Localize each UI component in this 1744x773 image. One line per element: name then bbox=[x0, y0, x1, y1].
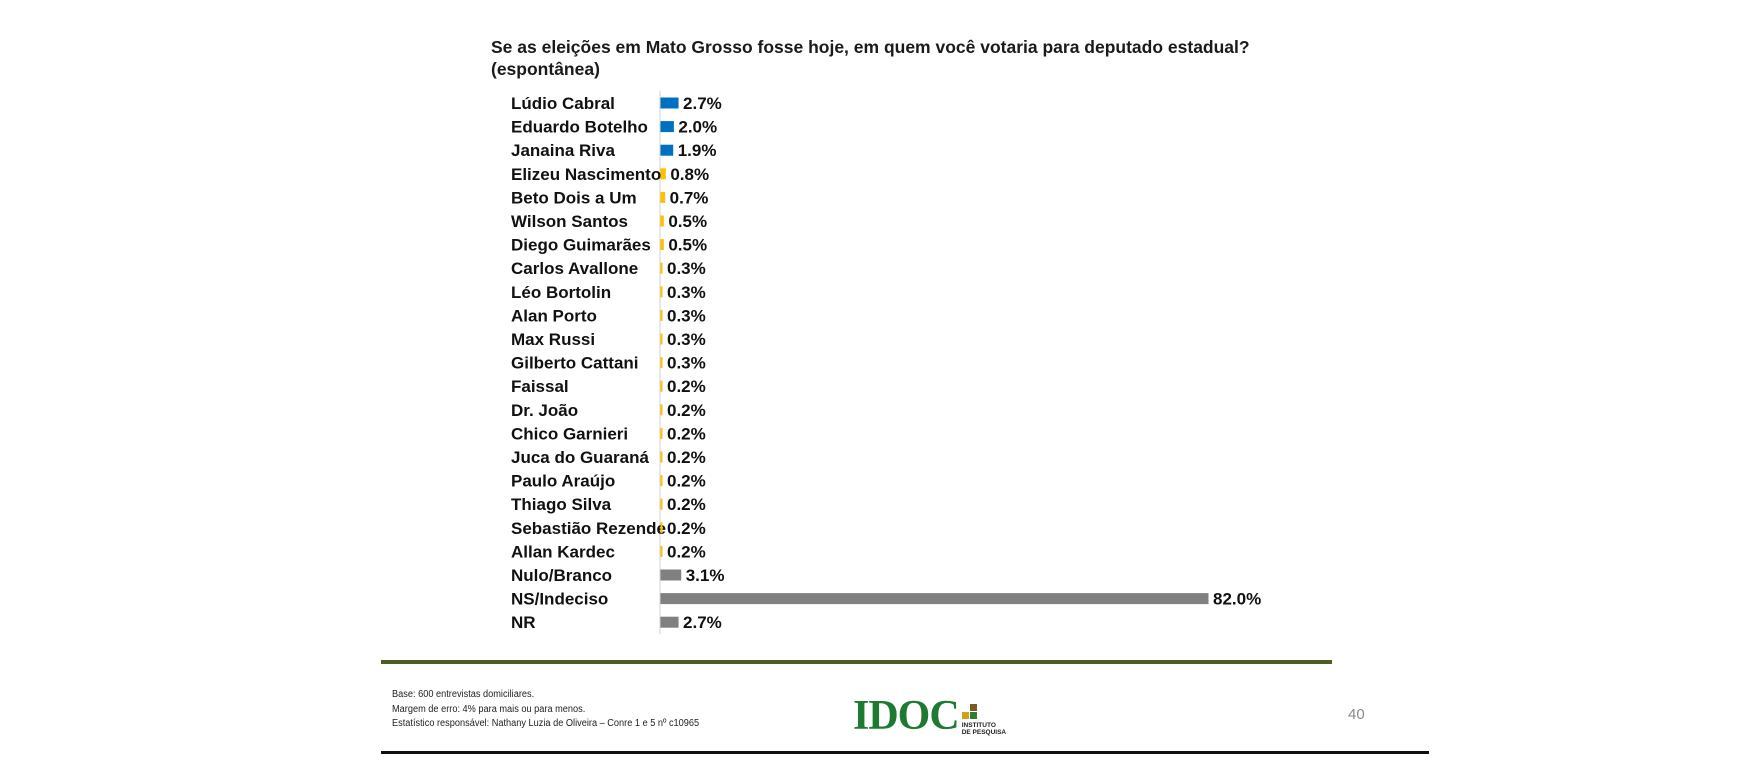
data-label: 0.2% bbox=[667, 401, 706, 420]
data-label: 0.3% bbox=[667, 283, 706, 302]
bar bbox=[660, 498, 663, 510]
category-label: Léo Bortolin bbox=[511, 283, 611, 302]
bar-chart: Lúdio Cabral 2.7% Eduardo Botelho 2.0% Janai… bbox=[511, 91, 1261, 635]
bar bbox=[660, 404, 663, 416]
data-label: 2.7% bbox=[683, 94, 722, 113]
bar bbox=[660, 286, 663, 298]
category-label: Eduardo Botelho bbox=[511, 118, 648, 137]
bar bbox=[660, 97, 679, 109]
data-label: 3.1% bbox=[686, 566, 725, 585]
category-label: Janaina Riva bbox=[511, 141, 615, 160]
page-number: 40 bbox=[1348, 706, 1365, 723]
bar bbox=[660, 380, 663, 392]
bar bbox=[660, 569, 682, 581]
category-label: Nulo/Branco bbox=[511, 566, 612, 585]
data-label: 0.2% bbox=[667, 495, 706, 514]
bar bbox=[660, 121, 674, 133]
data-label: 0.8% bbox=[670, 165, 709, 184]
logo-subtitle-2: DE PESQUISA bbox=[961, 729, 1007, 736]
category-label: Allan Kardec bbox=[511, 542, 615, 561]
data-label: 0.3% bbox=[667, 354, 706, 373]
footer-note-base: Base: 600 entrevistas domiciliares. bbox=[392, 689, 535, 700]
data-label: 0.2% bbox=[667, 472, 706, 491]
bar bbox=[660, 357, 663, 369]
data-label: 1.9% bbox=[678, 141, 717, 160]
category-label: Dr. João bbox=[511, 401, 578, 420]
category-label: Juca do Guaraná bbox=[511, 448, 649, 467]
category-label: Carlos Avallone bbox=[511, 259, 638, 278]
bar bbox=[660, 545, 663, 557]
bar bbox=[660, 333, 663, 345]
logo-square-gold bbox=[961, 712, 969, 719]
bar bbox=[660, 522, 663, 534]
bar bbox=[660, 427, 663, 439]
category-label: Chico Garnieri bbox=[511, 424, 628, 443]
bar bbox=[660, 593, 1209, 605]
data-label: 0.5% bbox=[668, 236, 707, 255]
logo-squares-icon bbox=[961, 704, 982, 720]
data-label: 82.0% bbox=[1213, 590, 1261, 609]
data-label: 0.5% bbox=[668, 212, 707, 231]
logo-square-brown bbox=[969, 704, 977, 711]
category-label: Gilberto Cattani bbox=[511, 354, 639, 373]
chart-title: Se as eleições em Mato Grosso fosse hoje… bbox=[491, 36, 1251, 80]
category-label: Elizeu Nascimento bbox=[511, 165, 661, 184]
logo-subtitle-1: INSTITUTO bbox=[961, 722, 996, 729]
footer-note-margin: Margem de erro: 4% para mais ou para men… bbox=[392, 703, 586, 715]
data-label: 0.2% bbox=[667, 448, 706, 467]
data-label: 0.3% bbox=[667, 306, 706, 325]
bar bbox=[660, 475, 663, 487]
category-label: Alan Porto bbox=[511, 306, 597, 325]
bar bbox=[660, 168, 666, 180]
idoc-logo: IDOC INSTITUTO DE PESQUISA bbox=[853, 692, 1007, 739]
footer-note-statistician: Estatístico responsável: Nathany Luzia d… bbox=[392, 718, 700, 729]
category-label: Faissal bbox=[511, 377, 569, 396]
category-label: Max Russi bbox=[511, 330, 595, 349]
footer-divider-green bbox=[381, 660, 1332, 664]
bar bbox=[660, 262, 663, 274]
logo-wordmark: IDOC bbox=[853, 693, 960, 739]
data-label: 0.7% bbox=[670, 188, 709, 207]
bar bbox=[660, 451, 663, 463]
category-label: Beto Dois a Um bbox=[511, 188, 637, 207]
chart-title-line2: (espontânea) bbox=[491, 59, 600, 79]
category-label: Sebastião Rezende bbox=[511, 519, 666, 538]
data-label: 0.2% bbox=[667, 542, 706, 561]
category-label: NS/Indeciso bbox=[511, 590, 608, 609]
bar bbox=[660, 616, 679, 628]
footer-divider-black bbox=[381, 751, 1429, 754]
data-label: 0.2% bbox=[667, 424, 706, 443]
bar bbox=[660, 191, 666, 203]
data-label: 2.0% bbox=[678, 118, 717, 137]
bar bbox=[660, 215, 664, 227]
data-label: 0.3% bbox=[667, 330, 706, 349]
logo-square-green bbox=[969, 712, 977, 719]
category-label: Thiago Silva bbox=[511, 495, 612, 514]
category-label: Diego Guimarães bbox=[511, 236, 651, 255]
data-label: 0.2% bbox=[667, 519, 706, 538]
category-label: Wilson Santos bbox=[511, 212, 628, 231]
footer-notes: Base: 600 entrevistas domiciliares. Marg… bbox=[392, 688, 699, 732]
chart-title-line1: Se as eleições em Mato Grosso fosse hoje… bbox=[491, 37, 1250, 57]
logo-side: INSTITUTO DE PESQUISA bbox=[961, 696, 1007, 736]
data-label: 0.3% bbox=[667, 259, 706, 278]
data-label: 2.7% bbox=[683, 613, 722, 632]
category-label: Lúdio Cabral bbox=[511, 94, 615, 113]
category-label: NR bbox=[511, 613, 536, 632]
bar bbox=[660, 144, 674, 156]
category-label: Paulo Araújo bbox=[511, 472, 615, 491]
data-label: 0.2% bbox=[667, 377, 706, 396]
bar bbox=[660, 239, 664, 251]
bar bbox=[660, 309, 663, 321]
